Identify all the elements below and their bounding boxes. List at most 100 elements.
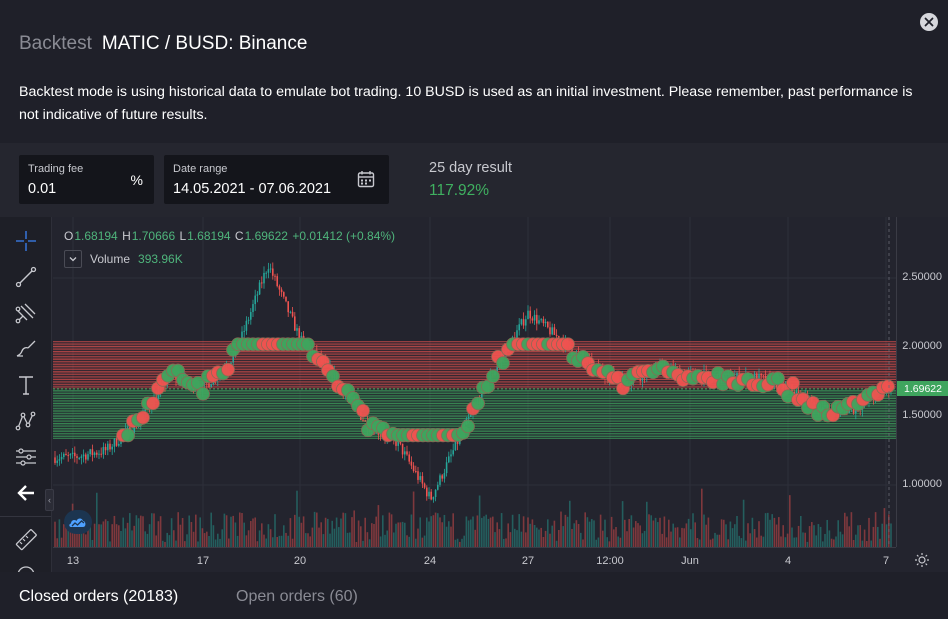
volume-label: Volume — [90, 252, 131, 266]
candle-body — [549, 327, 551, 335]
trading-fee-field[interactable]: Trading fee 0.01 % — [19, 155, 154, 204]
chart-settings-button[interactable] — [896, 547, 948, 572]
ruler-tool[interactable] — [10, 525, 42, 555]
volume-bar — [738, 535, 740, 547]
close-button[interactable] — [920, 13, 938, 31]
volume-bar — [619, 537, 622, 547]
candle-body — [89, 449, 91, 455]
volume-bar — [300, 522, 303, 547]
tradingview-logo[interactable] — [64, 510, 92, 534]
volume-bar — [606, 537, 608, 547]
volume-bar — [151, 513, 153, 547]
volume-bar — [177, 512, 179, 547]
volume-bar — [531, 519, 534, 547]
volume-bar — [525, 532, 527, 547]
volume-bar — [274, 514, 276, 547]
volume-bar — [364, 517, 366, 547]
time-axis[interactable]: 13 17 20 24 27 12:00 Jun 4 7 — [53, 547, 896, 572]
tab-open-orders[interactable]: Open orders (60) — [236, 588, 358, 605]
volume-value: 393.96K — [138, 252, 183, 266]
volume-bar — [74, 530, 76, 547]
x-tick-label: 27 — [521, 555, 535, 567]
volume-bar — [349, 532, 351, 547]
volume-bar — [511, 514, 514, 547]
volume-bar — [509, 532, 512, 547]
magnet-tool[interactable] — [10, 560, 42, 572]
date-range-input[interactable]: 14.05.2021 - 07.06.2021 — [173, 181, 332, 197]
trend-line-tool[interactable] — [10, 262, 42, 292]
volume-bar — [441, 522, 443, 547]
volume-bar — [674, 527, 677, 547]
candle-body — [434, 489, 437, 497]
candle-body — [762, 375, 765, 377]
volume-bar — [518, 514, 520, 547]
volume-bar — [239, 512, 241, 547]
pattern-tool[interactable] — [10, 406, 42, 436]
date-range-field[interactable]: Date range 14.05.2021 - 07.06.2021 — [164, 155, 389, 204]
volume-bar — [599, 514, 602, 547]
volume-bar — [885, 524, 888, 547]
volume-bar — [544, 530, 547, 547]
text-tool[interactable] — [10, 370, 42, 400]
volume-bar — [91, 539, 94, 547]
ohlc-legend: O1.68194 H1.70666 L1.68194 C1.69622 +0.0… — [64, 229, 396, 243]
volume-bar — [115, 524, 118, 547]
volume-bar — [58, 519, 61, 547]
legend-collapse-button[interactable] — [64, 250, 82, 268]
volume-bar — [217, 533, 219, 547]
candle-body — [760, 373, 762, 376]
plot-canvas — [53, 217, 896, 547]
crosshair-tool[interactable] — [10, 226, 42, 256]
volume-bar — [687, 518, 690, 547]
volume-bar — [828, 530, 831, 547]
volume-bar — [448, 521, 450, 547]
candle-body — [456, 440, 459, 444]
plot-area[interactable] — [53, 217, 896, 547]
price-axis[interactable]: 2.50000 2.00000 1.50000 1.00000 1.69622 — [896, 217, 948, 547]
volume-bar — [848, 526, 850, 547]
volume-bar — [390, 514, 393, 547]
volume-bar — [452, 513, 454, 547]
volume-bar — [280, 535, 283, 547]
volume-bar — [747, 523, 749, 547]
volume-bar — [148, 524, 151, 547]
candle-body — [208, 383, 210, 388]
volume-bar — [822, 541, 824, 547]
volume-bar — [771, 514, 773, 547]
trading-fee-input[interactable]: 0.01 — [28, 181, 57, 197]
brush-tool[interactable] — [10, 334, 42, 364]
pitchfork-tool[interactable] — [10, 298, 42, 328]
back-tool[interactable] — [10, 478, 42, 508]
candle-body — [404, 451, 406, 455]
volume-bar — [397, 522, 399, 547]
candle-body — [410, 461, 413, 466]
volume-bar — [725, 524, 727, 547]
candle-body — [157, 390, 160, 401]
candle-body — [85, 454, 87, 460]
volume-bar — [428, 521, 430, 547]
result-value: 117.92% — [429, 182, 490, 199]
calendar-icon[interactable] — [357, 170, 375, 188]
trade-marker — [136, 410, 150, 425]
tab-closed-orders[interactable]: Closed orders (20183) — [19, 588, 179, 605]
volume-bar — [866, 540, 868, 547]
volume-bar — [353, 510, 355, 547]
volume-bar — [203, 533, 206, 547]
volume-bar — [628, 519, 630, 547]
volume-bar — [377, 505, 380, 547]
price-chart[interactable]: ‹ O1.68194 H1.70666 L1.68194 C1.69622 +0… — [0, 217, 948, 572]
volume-bar — [188, 515, 190, 547]
candle-body — [639, 378, 641, 381]
volume-bar — [60, 537, 63, 547]
volume-bar — [118, 525, 120, 547]
volume-bar — [705, 524, 707, 547]
volume-bar — [232, 515, 234, 547]
gear-icon — [915, 552, 929, 567]
volume-bar — [608, 541, 611, 547]
prediction-tool[interactable] — [10, 442, 42, 472]
toolbar-collapse-button[interactable]: ‹ — [45, 489, 54, 511]
x-tick-label: 7 — [882, 555, 890, 567]
candle-body — [58, 459, 61, 461]
volume-bar — [753, 529, 756, 547]
volume-bar — [285, 532, 287, 547]
